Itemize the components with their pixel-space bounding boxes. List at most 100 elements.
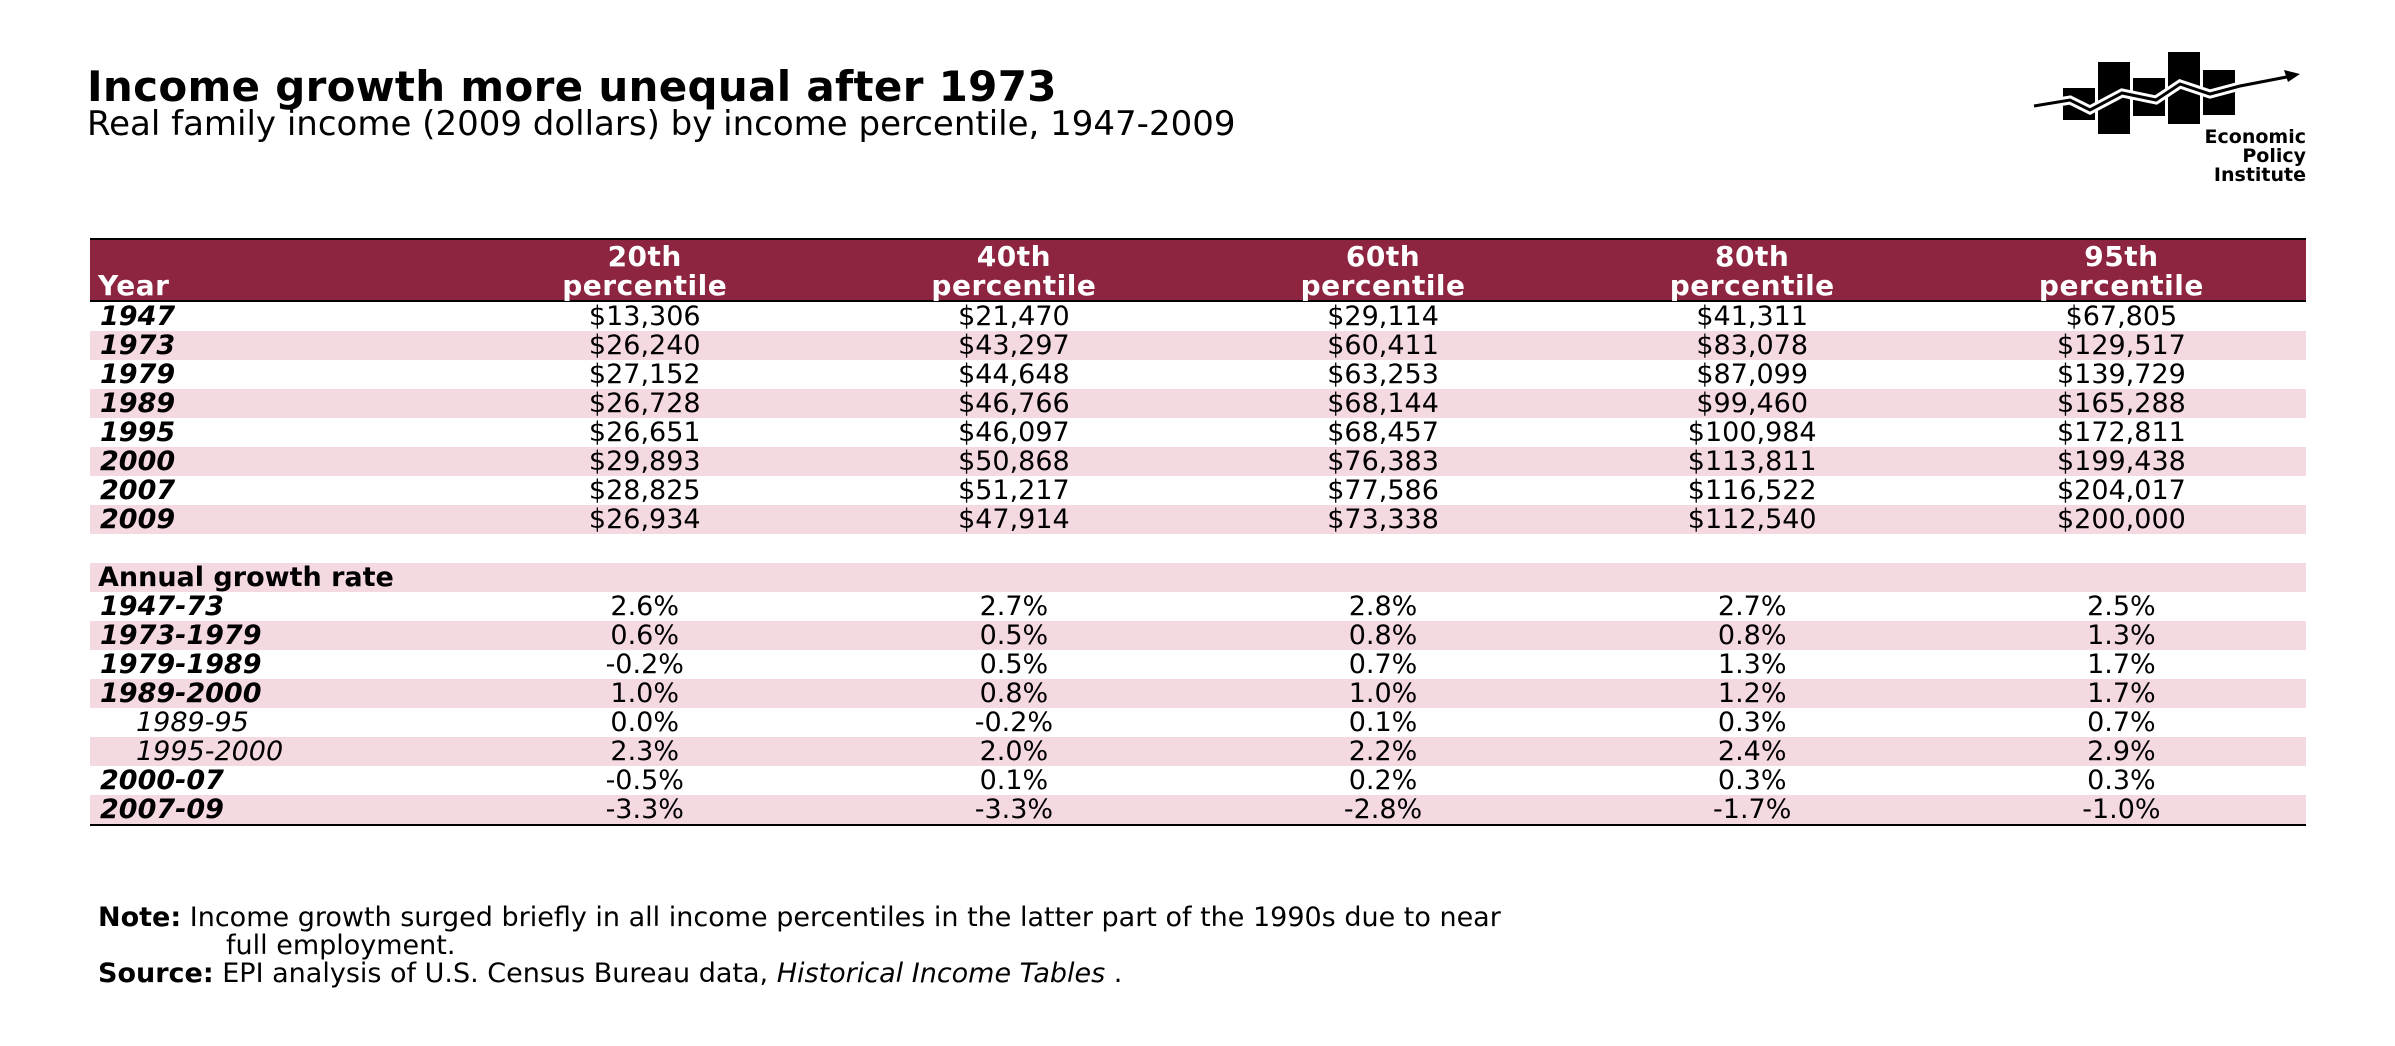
table-cell: $29,893 bbox=[460, 447, 830, 476]
table-row: 1979 $27,152 $44,648 $63,253 $87,099 $139,729 bbox=[90, 360, 2306, 389]
table-cell: 2.5% bbox=[2087, 591, 2156, 622]
table-cell: 2.6% bbox=[610, 591, 680, 622]
table-cell: 2.0% bbox=[829, 737, 1199, 766]
table-cell: $116,522 bbox=[1687, 475, 1817, 506]
table-cell: -2.8% bbox=[1198, 795, 1568, 826]
table-cell: 0.2% bbox=[1348, 765, 1418, 796]
table-cell: $21,470 bbox=[958, 301, 1070, 332]
source-end: . bbox=[1113, 958, 1123, 989]
table-cell: 0.3% bbox=[1717, 707, 1787, 738]
row-label: 1947-73 bbox=[100, 591, 224, 622]
table-row: 1989 $26,728 $46,766 $68,144 $99,460 $165,288 bbox=[90, 389, 2306, 418]
column-header-percentile: 80th percentile bbox=[1567, 239, 1937, 302]
table-row: 2007-09 -3.3% -3.3% -2.8% -1.7% -1.0% bbox=[90, 795, 2306, 826]
table-cell: -0.5% bbox=[605, 765, 684, 796]
row-label: 1989-95 bbox=[136, 707, 249, 738]
column-header-top: 40th bbox=[976, 240, 1052, 273]
table-cell: $139,729 bbox=[2056, 359, 2186, 390]
table-cell: $44,648 bbox=[958, 359, 1070, 390]
table-cell: $73,338 bbox=[1198, 505, 1568, 534]
table-cell: $13,306 bbox=[588, 301, 701, 332]
table-cell: 0.0% bbox=[610, 707, 680, 738]
table-cell: 1.3% bbox=[1936, 621, 2306, 650]
row-label: 1979-1989 bbox=[100, 649, 262, 680]
table-cell: 0.3% bbox=[1717, 765, 1787, 796]
epi-logo-bars-icon bbox=[2033, 52, 2300, 134]
column-header-bottom: percentile bbox=[562, 269, 728, 302]
column-header-bottom: Year bbox=[98, 269, 170, 302]
table-cell: $28,825 bbox=[588, 475, 701, 506]
table-cell: 2.7% bbox=[1717, 591, 1787, 622]
epi-logo-text: Economic Policy Institute bbox=[2205, 128, 2306, 185]
table-row: 1947 $13,306 $21,470 $29,114 $41,311 $67,805 bbox=[90, 301, 2306, 331]
table-cell: 0.8% bbox=[1198, 621, 1568, 650]
table-cell: $26,728 bbox=[460, 389, 830, 418]
row-label: 1947 bbox=[100, 301, 176, 332]
table-cell: 2.8% bbox=[1348, 591, 1418, 622]
table-spacer-row bbox=[90, 534, 2306, 563]
table-cell: $27,152 bbox=[588, 359, 701, 390]
table-row: 1995-2000 2.3% 2.0% 2.2% 2.4% 2.9% bbox=[90, 737, 2306, 766]
row-label: 1995 bbox=[100, 417, 176, 448]
column-header-bottom: percentile bbox=[931, 269, 1097, 302]
table-cell: $46,766 bbox=[829, 389, 1199, 418]
row-label: 2007-09 bbox=[90, 795, 461, 826]
source-text: EPI analysis of U.S. Census Bureau data, bbox=[222, 958, 769, 989]
chart-title: Income growth more unequal after 1973 bbox=[87, 62, 1057, 111]
table-cell: $87,099 bbox=[1696, 359, 1809, 390]
table-cell: -3.3% bbox=[460, 795, 830, 826]
logo-line-2: Policy bbox=[2242, 145, 2306, 167]
column-header-top: 60th bbox=[1345, 240, 1421, 273]
column-header-percentile: 40th percentile bbox=[829, 239, 1199, 302]
column-header-percentile: 95th percentile bbox=[1936, 239, 2306, 301]
table-row: 1989-2000 1.0% 0.8% 1.0% 1.2% 1.7% bbox=[90, 679, 2306, 708]
table-cell: 0.6% bbox=[460, 621, 830, 650]
source-row: Source: EPI analysis of U.S. Census Bure… bbox=[98, 960, 2248, 988]
row-label: 1979 bbox=[100, 359, 176, 390]
table-cell: 0.7% bbox=[2087, 707, 2156, 738]
table-header-row: Year 20th percentile 40th percentile 60th perc… bbox=[90, 239, 2306, 301]
table-cell: -1.7% bbox=[1567, 795, 1937, 826]
table-cell: $51,217 bbox=[958, 475, 1070, 506]
column-header-bottom: percentile bbox=[1300, 269, 1466, 302]
table-body: 1947 $13,306 $21,470 $29,114 $41,311 $67,805 1… bbox=[90, 301, 2306, 826]
row-label: 1989 bbox=[90, 389, 461, 418]
table-cell: 0.8% bbox=[829, 679, 1199, 708]
column-header-top: 20th bbox=[607, 240, 682, 273]
table-cell: $67,805 bbox=[2065, 301, 2178, 332]
table-cell: $165,288 bbox=[1936, 389, 2306, 418]
table-cell: $113,811 bbox=[1567, 447, 1937, 476]
column-header-bottom: percentile bbox=[1669, 269, 1835, 302]
note-text-line-1: Income growth surged briefly in all inco… bbox=[189, 902, 1501, 933]
table-cell: $26,651 bbox=[588, 417, 701, 448]
table-cell: 2.9% bbox=[1936, 737, 2306, 766]
table-row: 2000-07 -0.5% 0.1% 0.2% 0.3% 0.3% bbox=[90, 766, 2306, 795]
table-cell: 0.7% bbox=[1348, 649, 1418, 680]
note-row: Note: Income growth surged briefly in al… bbox=[98, 904, 2248, 932]
table-cell: $100,984 bbox=[1687, 417, 1817, 448]
note-text-line-2: full employment. bbox=[226, 930, 456, 961]
table-cell: $68,144 bbox=[1198, 389, 1568, 418]
table-cell: 0.5% bbox=[979, 649, 1049, 680]
row-label: 2000-07 bbox=[100, 765, 224, 796]
column-header-top: 95th bbox=[2084, 240, 2159, 273]
table-cell: -0.2% bbox=[605, 649, 684, 680]
table-row: 2007 $28,825 $51,217 $77,586 $116,522 $204,01… bbox=[90, 476, 2306, 505]
table-cell: $112,540 bbox=[1567, 505, 1937, 534]
note-label: Note: bbox=[98, 902, 182, 933]
table-cell: $26,240 bbox=[460, 331, 830, 360]
table-cell: $76,383 bbox=[1198, 447, 1568, 476]
table-cell: 1.7% bbox=[1936, 679, 2306, 708]
table-cell: $29,114 bbox=[1327, 301, 1439, 332]
table-cell: 2.3% bbox=[460, 737, 830, 766]
column-header-percentile: 20th percentile bbox=[460, 239, 830, 302]
column-header-year: Year bbox=[90, 239, 461, 302]
income-table: Year 20th percentile 40th percentile 60th perc… bbox=[90, 238, 2306, 826]
epi-logo: Economic Policy Institute bbox=[2030, 48, 2340, 185]
table-cell: $47,914 bbox=[829, 505, 1199, 534]
table-cell: $83,078 bbox=[1567, 331, 1937, 360]
section-header-label: Annual growth rate bbox=[90, 563, 2306, 592]
table-cell: $199,438 bbox=[1936, 447, 2306, 476]
table-cell: 0.8% bbox=[1567, 621, 1937, 650]
